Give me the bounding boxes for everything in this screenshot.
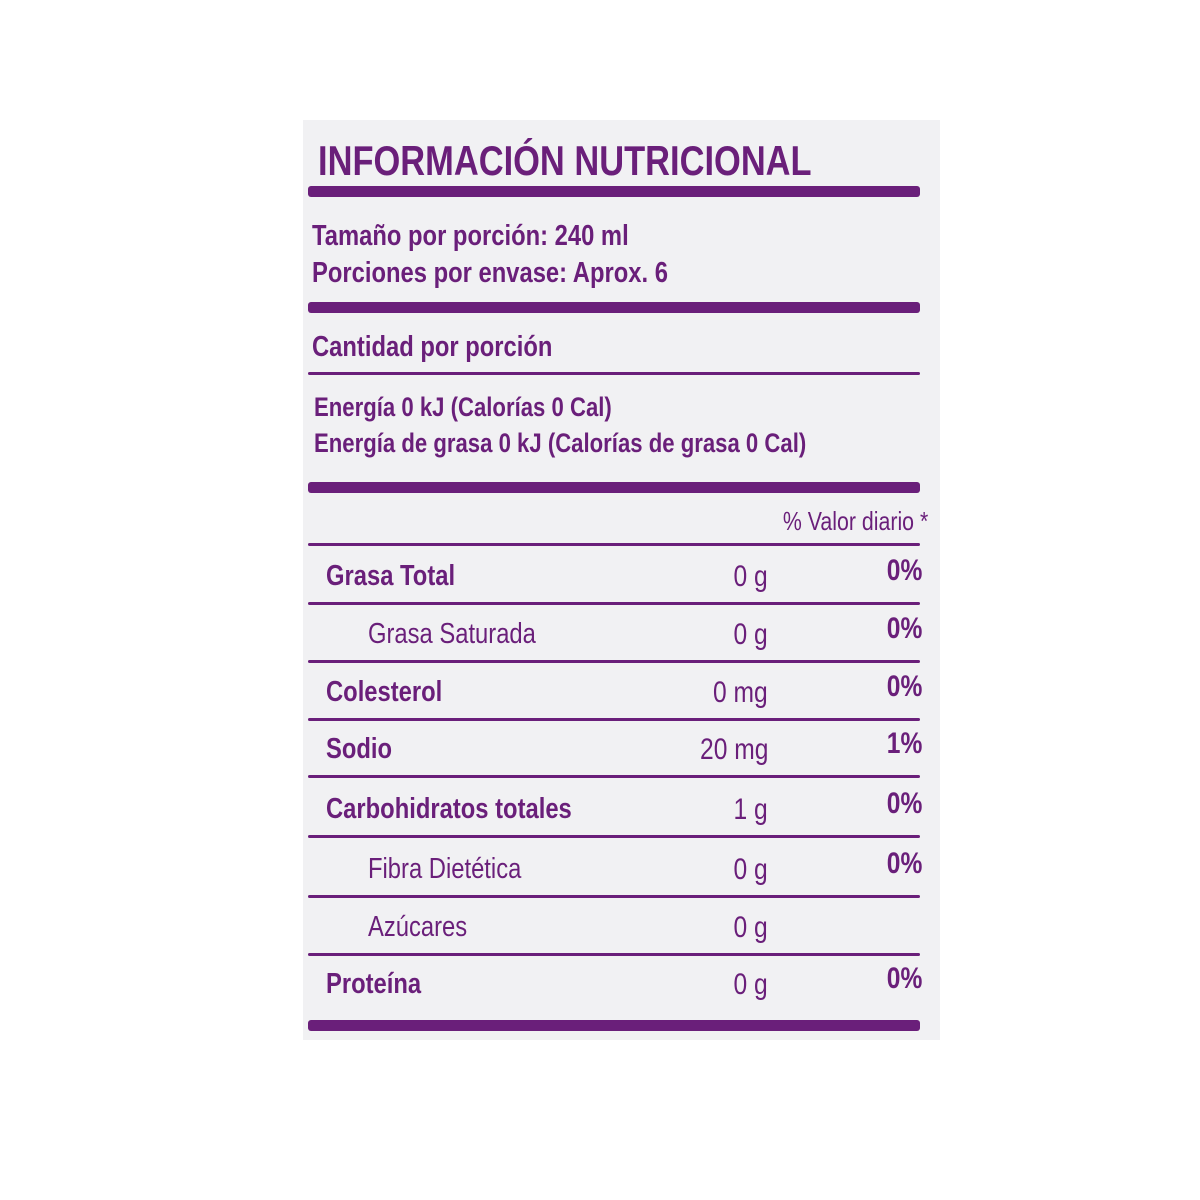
nutrient-name: Grasa Total: [326, 560, 456, 592]
nutrient-amount: 0 g: [733, 853, 768, 886]
divider: [308, 718, 920, 721]
divider: [308, 953, 920, 956]
nutrient-daily-value: 0%: [886, 787, 922, 820]
nutrient-name: Colesterol: [326, 676, 443, 708]
nutrient-amount: 0 g: [733, 968, 768, 1001]
nutrient-amount: 0 g: [733, 560, 768, 593]
nutrition-label: [303, 120, 940, 1040]
nutrient-name: Sodio: [326, 733, 393, 765]
divider: [308, 482, 920, 493]
energy-from-fat: Energía de grasa 0 kJ (Calorías de grasa…: [314, 428, 807, 458]
nutrient-daily-value: 0%: [886, 554, 922, 587]
amount-per-serving: Cantidad por porción: [312, 331, 553, 363]
daily-value-header: % Valor diario *: [782, 506, 928, 536]
nutrient-daily-value: 0%: [886, 962, 922, 995]
nutrient-amount: 0 g: [733, 618, 768, 651]
divider: [308, 775, 920, 778]
nutrient-amount: 0 g: [733, 911, 768, 944]
divider: [308, 1020, 920, 1031]
divider: [308, 543, 920, 546]
nutrient-name: Fibra Dietética: [368, 853, 522, 885]
servings-per-container: Porciones por envase: Aprox. 6: [312, 257, 668, 289]
nutrient-daily-value: 1%: [886, 727, 922, 760]
energy: Energía 0 kJ (Calorías 0 Cal): [314, 392, 612, 422]
divider: [308, 372, 920, 375]
nutrient-name: Proteína: [326, 968, 422, 1000]
nutrient-amount: 1 g: [733, 793, 768, 826]
divider: [308, 186, 920, 197]
nutrient-daily-value: 0%: [886, 670, 922, 703]
nutrient-name: Grasa Saturada: [368, 618, 536, 650]
divider: [308, 602, 920, 605]
serving-size: Tamaño por porción: 240 ml: [312, 220, 629, 252]
divider: [308, 895, 920, 898]
nutrient-amount: 0 mg: [713, 676, 768, 709]
nutrient-daily-value: 0%: [886, 847, 922, 880]
nutrient-name: Carbohidratos totales: [326, 793, 572, 825]
divider: [308, 835, 920, 838]
nutrient-name: Azúcares: [368, 911, 468, 943]
divider: [308, 660, 920, 663]
nutrient-amount: 20 mg: [699, 733, 768, 766]
label-title: INFORMACIÓN NUTRICIONAL: [318, 137, 812, 184]
divider: [308, 302, 920, 313]
nutrient-daily-value: 0%: [886, 612, 922, 645]
